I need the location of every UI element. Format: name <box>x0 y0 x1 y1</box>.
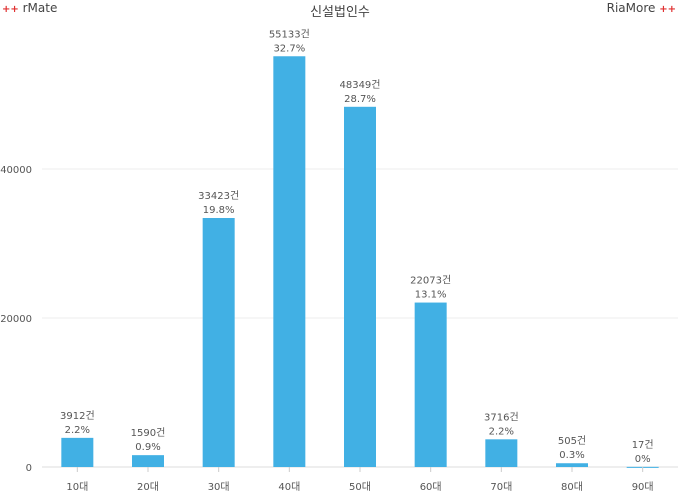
data-label-count: 1590건 <box>131 427 166 439</box>
data-label-count: 33423건 <box>198 190 239 202</box>
data-label-count: 55133건 <box>269 28 310 40</box>
data-label-count: 17건 <box>632 439 654 451</box>
y-tick-label: 40000 <box>0 165 32 176</box>
bar <box>414 302 447 467</box>
brand-right-label: RiaMore <box>606 1 656 15</box>
riamore-logo: RiaMore ++ <box>607 1 676 15</box>
y-tick-label: 0 <box>26 463 32 474</box>
x-tick-label: 60대 <box>420 481 442 493</box>
bar <box>61 437 94 467</box>
plus-icon: + <box>659 4 668 15</box>
y-tick-label: 20000 <box>0 314 32 325</box>
data-label-count: 505건 <box>558 435 586 447</box>
plus-icon: + <box>2 4 11 15</box>
data-label-percent: 28.7% <box>344 94 376 105</box>
rmate-logo: ++ rMate <box>2 1 57 15</box>
data-label-count: 3716건 <box>484 411 519 423</box>
data-label-percent: 0% <box>635 454 651 465</box>
brand-left-label: rMate <box>22 1 58 15</box>
chart-title: 신설법인수 <box>310 5 370 20</box>
plus-icon: + <box>10 4 19 15</box>
bar <box>344 106 376 467</box>
x-tick-label: 70대 <box>490 481 512 493</box>
bar <box>202 217 235 467</box>
data-label-percent: 2.2% <box>65 425 90 436</box>
bar <box>132 455 164 467</box>
bar <box>273 56 306 467</box>
data-label-count: 48349건 <box>339 79 380 91</box>
data-label-percent: 19.8% <box>203 205 235 216</box>
x-tick-label: 50대 <box>349 481 371 493</box>
x-tick-label: 30대 <box>208 481 230 493</box>
data-label-percent: 32.7% <box>273 43 305 54</box>
plus-icon: + <box>667 4 676 15</box>
bar <box>485 439 518 467</box>
bar <box>556 463 588 467</box>
data-label-count: 3912건 <box>60 410 95 422</box>
x-tick-label: 90대 <box>632 481 654 493</box>
x-tick-label: 40대 <box>278 481 300 493</box>
data-label-percent: 2.2% <box>489 426 514 437</box>
data-label-percent: 0.9% <box>135 442 160 453</box>
data-label-percent: 13.1% <box>415 290 447 301</box>
x-tick-label: 10대 <box>66 481 88 493</box>
data-label-count: 22073건 <box>410 275 451 287</box>
x-tick-label: 20대 <box>137 481 159 493</box>
data-label-percent: 0.3% <box>559 450 584 461</box>
x-tick-label: 80대 <box>561 481 583 493</box>
